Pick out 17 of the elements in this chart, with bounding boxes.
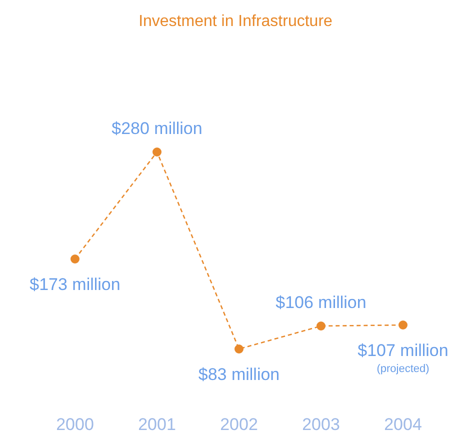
point: [152, 148, 162, 156]
data-label: $106 million: [276, 293, 366, 312]
data-label: $107 million: [358, 341, 448, 360]
point: [234, 344, 244, 354]
x-tick-label: 2000: [56, 415, 94, 433]
point: [70, 254, 80, 264]
x-tick-label: 2003: [302, 415, 340, 433]
data-label: $280 million: [112, 119, 202, 138]
point: [398, 320, 408, 330]
data-label: $173 million: [30, 275, 120, 294]
chart-title: Investment in Infrastructure: [138, 13, 333, 30]
text: (projected): [376, 363, 430, 375]
x-tick-label: 2001: [138, 415, 176, 433]
x-tick-label: 2004: [384, 415, 422, 433]
data-label: $83 million: [198, 365, 280, 384]
x-tick-label: 2002: [220, 415, 258, 433]
point: [316, 322, 326, 330]
